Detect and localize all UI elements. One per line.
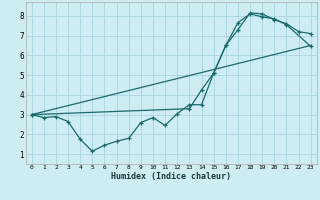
- X-axis label: Humidex (Indice chaleur): Humidex (Indice chaleur): [111, 172, 231, 181]
